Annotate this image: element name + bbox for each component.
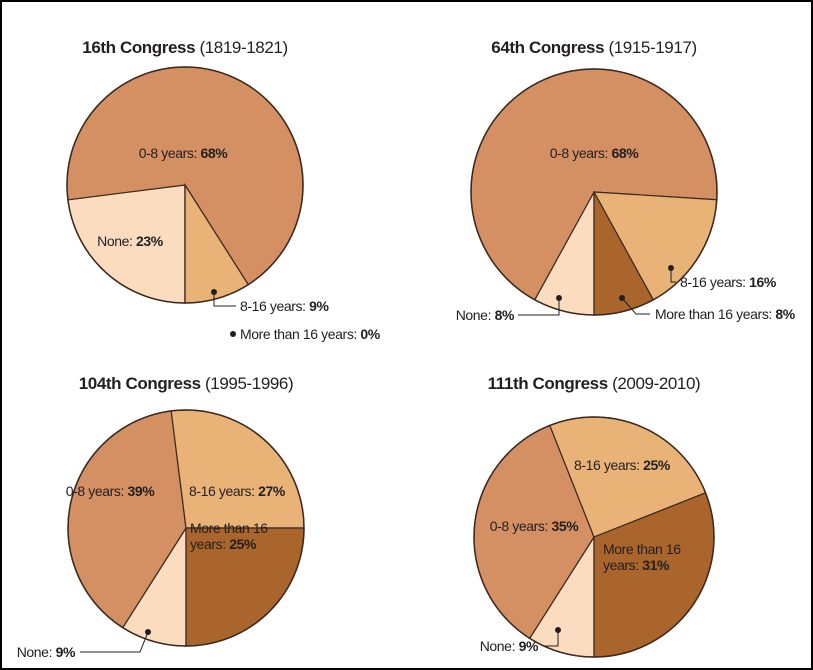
category-name: 8-16 years: (240, 298, 306, 314)
slice-label: More than 16 years: 31% (603, 541, 703, 573)
category-name: More than 16 years: (240, 326, 357, 342)
category-name: None: (455, 307, 492, 323)
value-label: 9% (55, 644, 76, 660)
slice-label: None: 23% (97, 233, 163, 249)
title-years: (1915-1917) (608, 38, 697, 57)
leader-dot (145, 629, 151, 635)
title-years: (2009-2010) (612, 374, 701, 393)
value-label: 68% (611, 145, 639, 161)
slice-label: 0-8 years: 39% (66, 483, 155, 499)
category-name: 8-16 years: (680, 274, 746, 290)
chart-title: 111th Congress (2009-2010) (488, 374, 701, 394)
slice-label: 8-16 years: 25% (574, 457, 670, 473)
slice-label: None: 9% (16, 644, 76, 660)
value-label: 68% (200, 145, 228, 161)
category-name: 0-8 years: (65, 483, 125, 499)
category-name: 0-8 years: (138, 145, 198, 161)
slice-label: More than 16 years: 25% (190, 520, 290, 552)
leader-line (213, 292, 236, 307)
pie-outline (67, 409, 305, 647)
value-label: 35% (551, 518, 579, 534)
value-label: 8% (775, 306, 795, 322)
leader-line (518, 298, 560, 316)
category-name: None: (97, 233, 133, 249)
title-years: (1819-1821) (199, 38, 288, 57)
category-name: More than 16 years: (655, 306, 772, 322)
leader-dot (555, 627, 561, 633)
leader-line (621, 297, 650, 315)
value-label: 25% (229, 536, 257, 552)
title-main: 16th Congress (82, 38, 196, 57)
pie-outline (473, 416, 715, 658)
pie-outline (66, 66, 304, 304)
title-main: 104th Congress (78, 374, 201, 393)
category-name: More than 16 years: (603, 541, 681, 573)
pie-outline (470, 68, 718, 316)
slice-label: 0-8 years: 68% (550, 145, 639, 161)
value-label: 8% (494, 307, 515, 323)
value-label: 25% (643, 457, 670, 473)
slice-label: More than 16 years: 8% (655, 306, 795, 322)
slice-label: None: 8% (455, 307, 515, 323)
slice-label: 8-16 years: 27% (189, 483, 285, 499)
slice-label: None: 9% (479, 638, 539, 654)
leader-dot (230, 331, 236, 337)
slice-label: 8-16 years: 16% (680, 274, 776, 290)
leader-line (80, 631, 149, 653)
title-years: (1995-1996) (205, 374, 294, 393)
leader-dot (556, 295, 562, 301)
title-main: 111th Congress (487, 374, 608, 393)
category-name: 8-16 years: (574, 457, 640, 473)
slice-label: 0-8 years: 68% (139, 145, 228, 161)
value-label: 39% (127, 483, 155, 499)
slice-label: 0-8 years: 35% (490, 518, 579, 534)
value-label: 0% (360, 326, 380, 342)
value-label: 9% (309, 298, 329, 314)
value-label: 9% (518, 638, 539, 654)
title-main: 64th Congress (491, 38, 605, 57)
leader-dot (211, 289, 217, 295)
slice-label: More than 16 years: 0% (240, 326, 380, 342)
chart-title: 16th Congress (1819-1821) (82, 38, 288, 58)
category-name: 8-16 years: (189, 483, 255, 499)
leader-line (543, 630, 559, 647)
category-name: More than 16 years: (190, 520, 268, 552)
chart-title: 104th Congress (1995-1996) (79, 374, 294, 394)
value-label: 23% (136, 233, 163, 249)
category-name: 0-8 years: (489, 518, 549, 534)
leader-dot (668, 265, 674, 271)
value-label: 16% (749, 274, 776, 290)
leader-dot (619, 295, 625, 301)
leader-line (670, 268, 676, 283)
category-name: 0-8 years: (549, 145, 609, 161)
value-label: 31% (642, 557, 670, 573)
category-name: None: (16, 644, 53, 660)
category-name: None: (479, 638, 516, 654)
chart-title: 64th Congress (1915-1917) (491, 38, 697, 58)
value-label: 27% (258, 483, 285, 499)
slice-label: 8-16 years: 9% (240, 298, 329, 314)
